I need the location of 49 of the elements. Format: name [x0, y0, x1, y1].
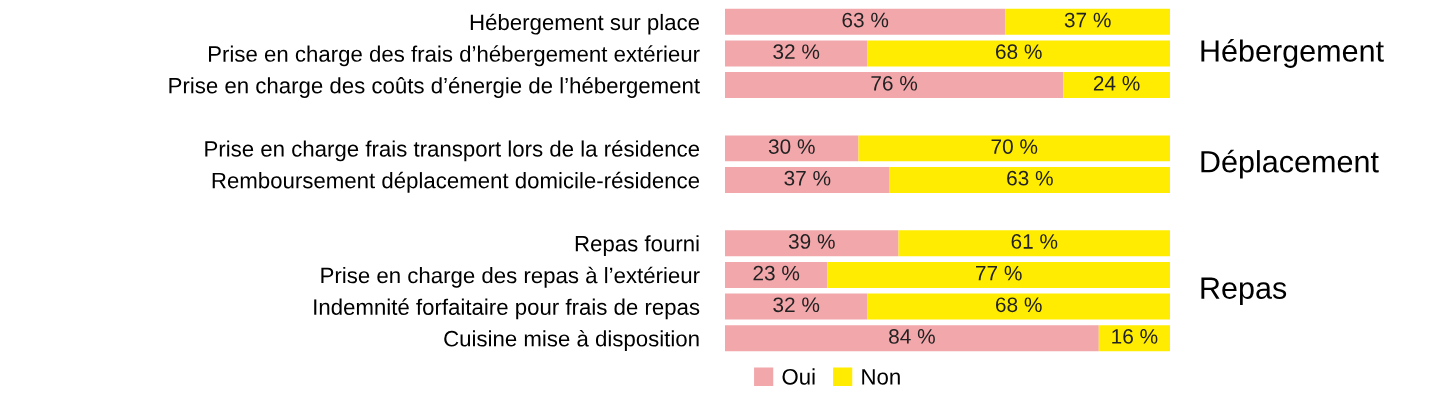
bar: [725, 230, 899, 257]
bar: [725, 293, 868, 320]
data-label: 23 %: [753, 265, 800, 281]
data-label: 16 %: [1112, 329, 1158, 344]
bar: [1063, 72, 1170, 99]
data-label: 76 %: [871, 75, 918, 91]
bar: [725, 261, 828, 288]
y-tick-label: Prise en charge des coûts d’énergie de l’hébergement: [169, 76, 700, 98]
y-tick-label: Indemnité forfaitaire pour frais de repas: [314, 298, 700, 320]
y-tick-label: Cuisine mise à disposition: [444, 330, 699, 351]
y-tick-label: Prise en charge frais transport lors de la résidence: [205, 140, 700, 162]
y-tick-label: Repas fourni: [575, 235, 699, 256]
text: Déplacement: [1201, 149, 1379, 179]
bar: [725, 325, 1099, 352]
text: Repas: [1201, 277, 1287, 305]
data-label: 68 %: [996, 44, 1042, 60]
bar: [725, 72, 1064, 99]
text: Hébergement: [1201, 39, 1384, 68]
legend-label: Oui: [782, 368, 815, 385]
data-label: 30 %: [768, 139, 815, 154]
data-label: 63 %: [842, 12, 889, 28]
bar: [725, 167, 890, 193]
bar: [858, 135, 1170, 162]
data-label: 32 %: [773, 44, 820, 60]
data-label: 24 %: [1093, 75, 1140, 91]
data-label: 37 %: [784, 170, 831, 186]
bar: [725, 40, 868, 67]
data-label: 37 %: [1064, 12, 1111, 28]
data-label: 32 %: [773, 297, 820, 313]
bar: [898, 230, 1170, 257]
bar: [889, 167, 1170, 193]
data-label: 77 %: [976, 265, 1022, 281]
bar: [867, 293, 1170, 320]
data-label: 70 %: [991, 139, 1038, 154]
y-tick-label: Prise en charge des repas à l’extérieur: [321, 266, 700, 288]
data-label: 68 %: [996, 297, 1042, 313]
data-label: 84 %: [889, 329, 935, 344]
bar: [867, 40, 1170, 67]
y-tick-label: Remboursement déplacement domicile-résidence: [212, 171, 700, 193]
bar: [1005, 8, 1170, 35]
y-tick-label: Prise en charge des frais d’hébergement extérieur: [209, 45, 700, 67]
y-tick-label: Hébergement sur place: [470, 13, 700, 35]
data-label: 63 %: [1007, 170, 1053, 186]
data-label: 39 %: [788, 234, 835, 249]
data-label: 61 %: [1011, 234, 1058, 249]
bar: [725, 135, 859, 162]
bar: [827, 261, 1170, 288]
legend-label: Non: [862, 369, 900, 385]
bar: [725, 8, 1006, 35]
